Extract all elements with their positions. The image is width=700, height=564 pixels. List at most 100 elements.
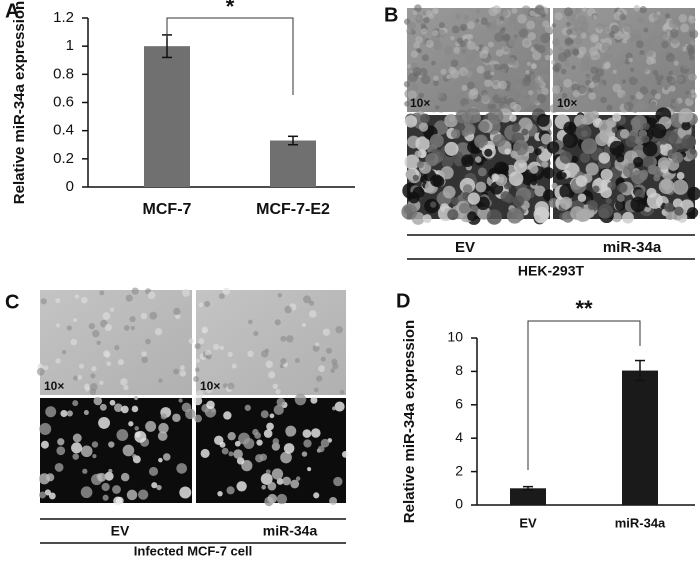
cell xyxy=(615,153,625,163)
cell xyxy=(647,164,658,175)
significance: * xyxy=(226,0,235,19)
cell xyxy=(333,476,343,487)
cell xyxy=(222,287,231,295)
panel-letter: B xyxy=(384,4,398,26)
y-tick-label: 0.6 xyxy=(53,93,74,110)
cell xyxy=(228,451,234,457)
cell xyxy=(99,403,107,411)
cell xyxy=(320,438,330,448)
cell xyxy=(494,32,504,43)
cell xyxy=(632,59,642,68)
cell xyxy=(339,389,345,395)
cell xyxy=(421,99,430,108)
cell xyxy=(461,129,470,137)
cell xyxy=(179,486,192,499)
cell xyxy=(172,413,181,423)
cell xyxy=(540,9,546,15)
cell xyxy=(592,14,598,20)
cell xyxy=(108,468,113,474)
cell xyxy=(563,60,571,68)
cell xyxy=(407,21,417,31)
cell xyxy=(122,444,135,457)
cell xyxy=(605,89,615,99)
cell xyxy=(563,7,574,17)
cell xyxy=(91,441,99,448)
cell xyxy=(500,8,509,17)
cell xyxy=(271,468,284,480)
cell xyxy=(157,431,168,441)
cell xyxy=(474,156,482,163)
cell xyxy=(495,49,504,57)
cell xyxy=(433,80,439,87)
cell xyxy=(689,26,696,32)
cell xyxy=(559,151,573,164)
cell xyxy=(618,56,626,64)
cell xyxy=(260,410,269,419)
cell xyxy=(277,293,283,298)
cell xyxy=(534,80,543,89)
cell xyxy=(234,440,241,447)
cell xyxy=(438,22,445,29)
y-tick-label: 0 xyxy=(455,496,463,512)
cell xyxy=(310,396,318,404)
cell xyxy=(590,110,600,120)
cell xyxy=(131,405,139,413)
cell xyxy=(415,14,423,22)
cell xyxy=(70,338,78,346)
cell xyxy=(71,442,83,454)
cell xyxy=(221,447,229,455)
micrographs xyxy=(36,4,700,507)
cell xyxy=(579,62,589,72)
cell xyxy=(605,197,612,205)
cell xyxy=(689,148,696,155)
cell xyxy=(656,11,661,16)
cell xyxy=(117,359,124,366)
cell xyxy=(54,462,64,472)
magnification: 10× xyxy=(44,379,64,393)
cell xyxy=(36,367,45,376)
cell xyxy=(689,73,697,81)
cell xyxy=(276,478,284,485)
cell xyxy=(484,148,493,157)
cell xyxy=(412,174,419,181)
cell xyxy=(541,160,549,168)
cell xyxy=(521,37,532,48)
cell xyxy=(98,416,110,429)
cell xyxy=(651,123,667,139)
cell xyxy=(532,90,539,97)
cell xyxy=(123,325,130,331)
cell xyxy=(243,437,255,449)
cell xyxy=(227,431,236,441)
cell xyxy=(219,345,225,351)
cell xyxy=(507,21,513,27)
cell xyxy=(325,347,333,354)
cell xyxy=(77,374,83,380)
cell xyxy=(521,128,529,136)
cell xyxy=(417,48,422,54)
cell xyxy=(432,175,445,188)
cell xyxy=(274,319,281,326)
cell xyxy=(256,439,263,446)
cell xyxy=(441,157,453,169)
cell xyxy=(629,37,635,43)
cell xyxy=(248,319,253,325)
cell xyxy=(223,411,232,420)
cell xyxy=(570,27,579,36)
cell xyxy=(475,18,480,23)
cell xyxy=(475,181,487,193)
cell xyxy=(566,21,571,27)
cell xyxy=(621,79,626,84)
cell xyxy=(268,371,276,379)
cell xyxy=(650,89,658,96)
cell xyxy=(513,22,523,32)
cell xyxy=(266,422,274,431)
cell xyxy=(194,343,201,350)
cell xyxy=(486,209,502,225)
cell xyxy=(163,453,171,461)
cell xyxy=(536,93,547,104)
cell xyxy=(214,435,224,446)
cell xyxy=(471,49,481,59)
cell xyxy=(295,476,301,481)
cell xyxy=(534,210,548,224)
cell xyxy=(551,85,561,94)
